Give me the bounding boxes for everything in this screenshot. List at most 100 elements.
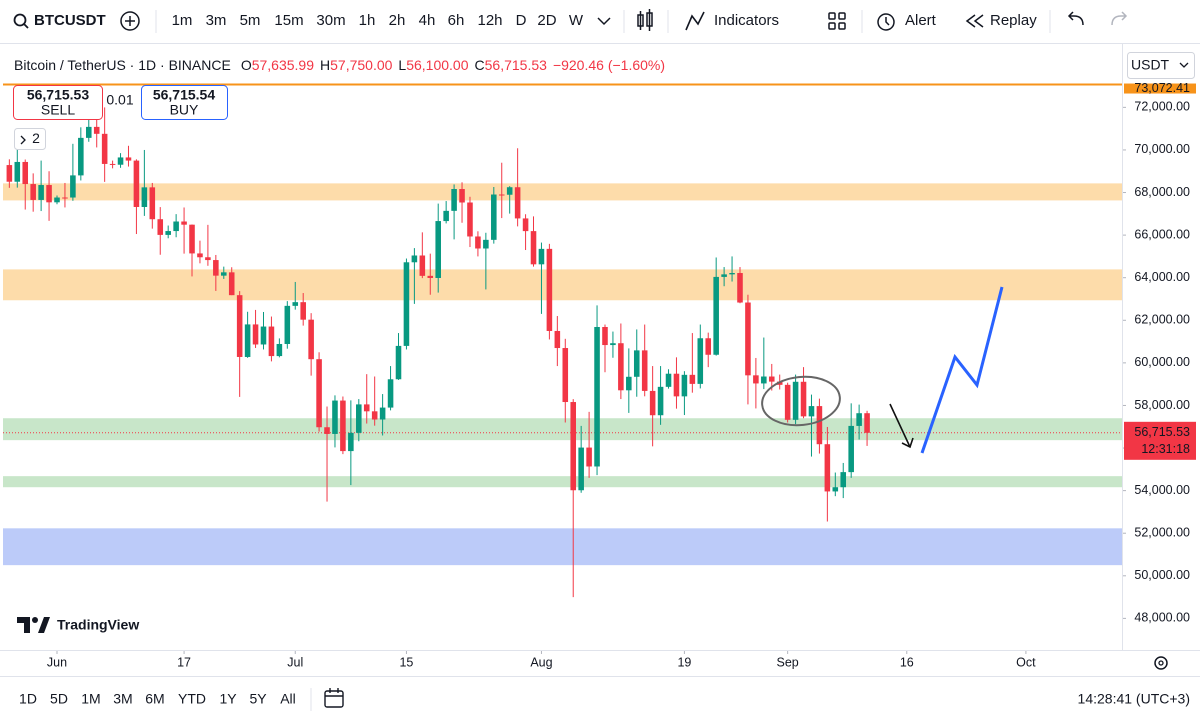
candle-body bbox=[6, 165, 13, 182]
candle bbox=[483, 232, 489, 290]
candle bbox=[173, 214, 179, 238]
candle-body bbox=[792, 381, 799, 420]
candle-body bbox=[538, 248, 545, 265]
interval[interactable]: 12h bbox=[477, 12, 502, 29]
candle bbox=[62, 182, 68, 208]
compare-button[interactable] bbox=[120, 11, 140, 31]
buy-label[interactable]: BUY bbox=[170, 102, 199, 118]
alert-button[interactable]: Alert bbox=[877, 12, 937, 31]
interval[interactable]: 30m bbox=[316, 12, 345, 29]
candle-body bbox=[514, 187, 521, 219]
candle-body bbox=[252, 324, 259, 345]
candle bbox=[514, 148, 521, 227]
symbol-search[interactable]: BTCUSDT bbox=[13, 12, 106, 29]
sell-label[interactable]: SELL bbox=[41, 102, 75, 118]
range[interactable]: 6M bbox=[145, 691, 164, 707]
candle bbox=[673, 357, 680, 409]
range[interactable]: All bbox=[280, 691, 296, 707]
legend-value: 57,750.00 bbox=[330, 57, 392, 73]
indicators-button[interactable]: Indicators bbox=[685, 11, 779, 31]
interval[interactable]: 5m bbox=[240, 12, 261, 29]
legend-value: 56,715.53 bbox=[485, 57, 547, 73]
range[interactable]: YTD bbox=[178, 691, 206, 707]
zone bbox=[3, 476, 1122, 488]
candle bbox=[292, 281, 299, 310]
candle-body bbox=[530, 231, 537, 265]
interval[interactable]: 2h bbox=[389, 12, 406, 29]
interval[interactable]: 15m bbox=[274, 12, 303, 29]
candle bbox=[189, 224, 195, 277]
candle bbox=[371, 376, 378, 426]
y-tick-label: 64,000.00 bbox=[1134, 270, 1190, 284]
candle-body bbox=[379, 407, 386, 420]
range[interactable]: 5D bbox=[50, 691, 68, 707]
replay-button[interactable]: Replay bbox=[965, 12, 1037, 29]
chart-type-button[interactable] bbox=[637, 9, 653, 31]
x-tick-label: Oct bbox=[1016, 655, 1036, 669]
buy-button[interactable]: 56,715.54 BUY bbox=[141, 85, 228, 120]
candle bbox=[848, 403, 854, 478]
replay-label[interactable]: Replay bbox=[990, 12, 1037, 29]
candle bbox=[737, 267, 743, 304]
interval[interactable]: W bbox=[569, 12, 584, 29]
currency[interactable]: USDT bbox=[1131, 57, 1170, 73]
candle bbox=[649, 366, 656, 447]
redo-button[interactable] bbox=[1111, 11, 1128, 26]
range[interactable]: 5Y bbox=[249, 691, 267, 707]
interval[interactable]: 1h bbox=[359, 12, 376, 29]
indicator-count[interactable]: 2 bbox=[32, 130, 40, 146]
interval[interactable]: 4h bbox=[419, 12, 436, 29]
settings-button[interactable] bbox=[1154, 656, 1168, 670]
x-tick-label: Aug bbox=[530, 655, 552, 669]
candle bbox=[491, 186, 497, 244]
brand: TradingView bbox=[57, 617, 139, 633]
candle-body bbox=[149, 187, 156, 220]
candle bbox=[633, 329, 640, 397]
drawing-ellipse bbox=[761, 375, 841, 427]
alert-label[interactable]: Alert bbox=[905, 12, 937, 29]
legend-key: O bbox=[241, 57, 252, 73]
candle-body bbox=[340, 400, 346, 452]
symbol[interactable]: BTCUSDT bbox=[34, 12, 106, 29]
interval[interactable]: D bbox=[516, 12, 527, 29]
candle-body bbox=[784, 384, 791, 420]
range[interactable]: 3M bbox=[113, 691, 132, 707]
sell-button[interactable]: 56,715.53 SELL bbox=[13, 85, 103, 120]
candle bbox=[530, 216, 537, 267]
range[interactable]: 1D bbox=[19, 691, 37, 707]
candle bbox=[586, 411, 592, 478]
indicator-toggle[interactable]: 2 bbox=[14, 128, 46, 150]
candle bbox=[411, 248, 418, 304]
candle-body bbox=[498, 194, 505, 196]
candle bbox=[610, 331, 616, 358]
candle-body bbox=[221, 272, 227, 276]
candle bbox=[117, 153, 124, 168]
interval[interactable]: 3m bbox=[206, 12, 227, 29]
sell-price[interactable]: 56,715.53 bbox=[27, 87, 89, 103]
range[interactable]: 1M bbox=[81, 691, 100, 707]
candle bbox=[435, 203, 441, 293]
candle bbox=[78, 127, 84, 181]
zones bbox=[3, 183, 1122, 566]
clock: 14:28:41 (UTC+3) bbox=[1078, 691, 1190, 707]
candle bbox=[6, 159, 13, 188]
undo-button[interactable] bbox=[1067, 11, 1084, 26]
range[interactable]: 1Y bbox=[219, 691, 237, 707]
interval[interactable]: 2D bbox=[537, 12, 556, 29]
legend-value: 57,635.99 bbox=[252, 57, 314, 73]
indicators-label[interactable]: Indicators bbox=[714, 12, 779, 29]
layouts-button[interactable] bbox=[828, 12, 846, 30]
candle bbox=[379, 394, 386, 436]
candle bbox=[348, 400, 354, 486]
candle-body bbox=[546, 248, 553, 331]
candle-body bbox=[125, 157, 132, 161]
interval-menu[interactable] bbox=[597, 17, 611, 26]
currency-button[interactable]: USDT bbox=[1127, 52, 1195, 79]
candle-body bbox=[316, 359, 322, 428]
candle bbox=[133, 159, 140, 235]
candle-body bbox=[268, 326, 275, 357]
interval[interactable]: 6h bbox=[448, 12, 465, 29]
buy-price[interactable]: 56,715.54 bbox=[153, 87, 215, 103]
date-range-button[interactable] bbox=[324, 688, 344, 708]
interval[interactable]: 1m bbox=[172, 12, 193, 29]
